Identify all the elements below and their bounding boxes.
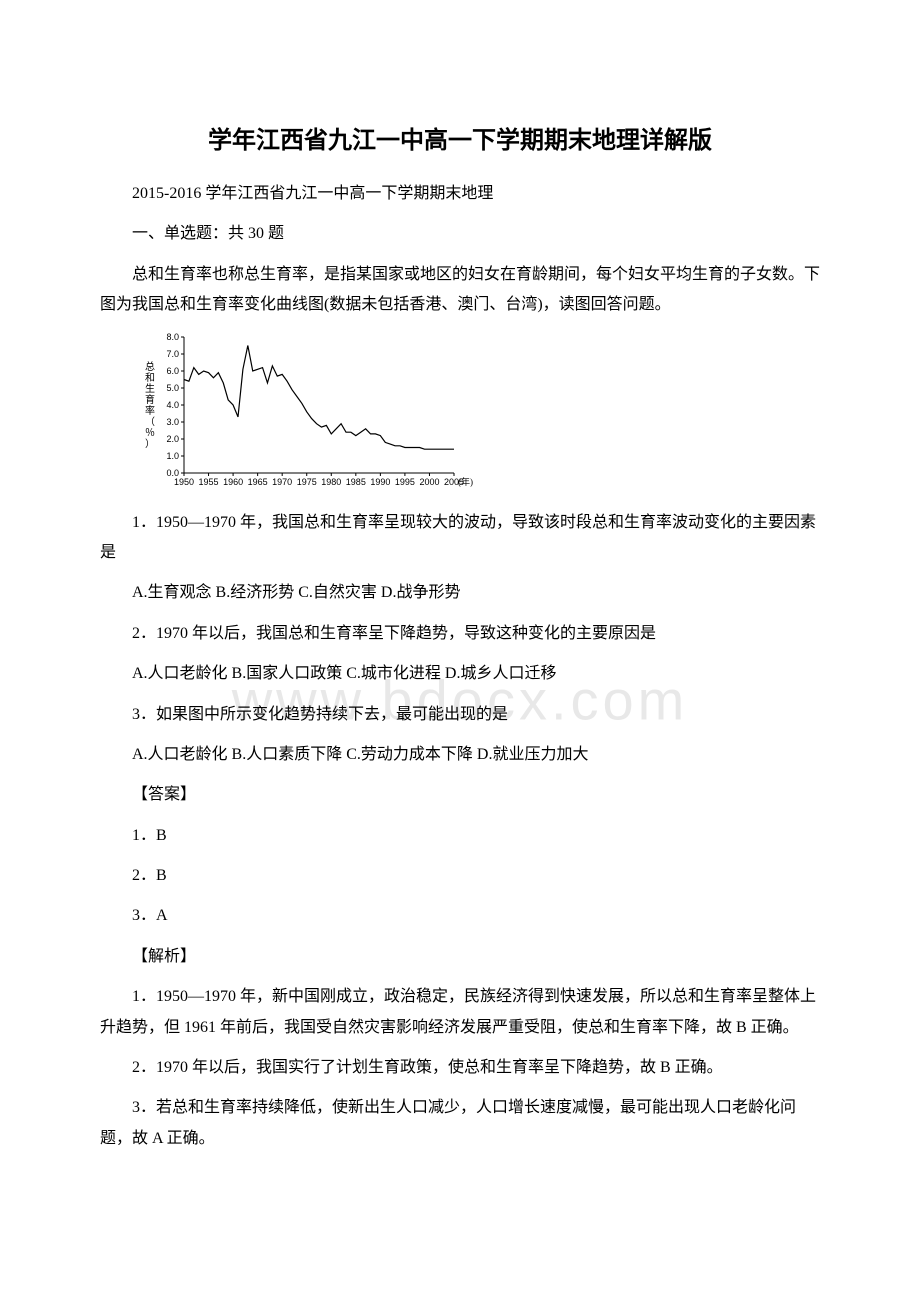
- svg-text:总: 总: [145, 360, 155, 373]
- section-header: 一、单选题：共 30 题: [100, 219, 820, 249]
- question-1-options: A.生育观念 B.经济形势 C.自然灾害 D.战争形势: [100, 578, 820, 608]
- explanation-header: 【解析】: [100, 942, 820, 972]
- question-2-options: A.人口老龄化 B.国家人口政策 C.城市化进程 D.城乡人口迁移: [100, 659, 820, 689]
- document-content: 学年江西省九江一中高一下学期期末地理详解版 2015-2016 学年江西省九江一…: [100, 120, 820, 1154]
- answer-1: 1．B: [100, 821, 820, 851]
- svg-text:1955: 1955: [199, 477, 219, 487]
- svg-text:）: ）: [145, 438, 155, 450]
- svg-text:1980: 1980: [321, 477, 341, 487]
- svg-text:3.0: 3.0: [166, 417, 179, 427]
- svg-text:（: （: [145, 416, 155, 428]
- svg-text:2.0: 2.0: [166, 434, 179, 444]
- answer-2: 2．B: [100, 861, 820, 891]
- answers-header: 【答案】: [100, 780, 820, 810]
- svg-text:育: 育: [145, 393, 155, 406]
- explanation-2: 2．1970 年以后，我国实行了计划生育政策，使总和生育率呈下降趋势，故 B 正…: [100, 1053, 820, 1083]
- svg-text:1985: 1985: [346, 477, 366, 487]
- svg-text:2000: 2000: [419, 477, 439, 487]
- document-title: 学年江西省九江一中高一下学期期末地理详解版: [100, 120, 820, 155]
- svg-text:1975: 1975: [297, 477, 317, 487]
- svg-text:1960: 1960: [223, 477, 243, 487]
- svg-text:生: 生: [145, 382, 155, 395]
- svg-text:(年): (年): [458, 476, 473, 487]
- svg-text:1970: 1970: [272, 477, 292, 487]
- explanation-1: 1．1950—1970 年，新中国刚成立，政治稳定，民族经济得到快速发展，所以总…: [100, 982, 820, 1043]
- svg-text:和: 和: [145, 372, 155, 384]
- svg-text:8.0: 8.0: [166, 332, 179, 342]
- question-1: 1．1950—1970 年，我国总和生育率呈现较大的波动，导致该时段总和生育率波…: [100, 508, 820, 569]
- svg-text:1.0: 1.0: [166, 451, 179, 461]
- svg-text:1995: 1995: [395, 477, 415, 487]
- svg-text:6.0: 6.0: [166, 366, 179, 376]
- answer-3: 3．A: [100, 901, 820, 931]
- svg-text:7.0: 7.0: [166, 349, 179, 359]
- subtitle: 2015-2016 学年江西省九江一中高一下学期期末地理: [100, 179, 820, 209]
- passage-text: 总和生育率也称总生育率，是指某国家或地区的妇女在育龄期间，每个妇女平均生育的子女…: [100, 260, 820, 321]
- svg-text:5.0: 5.0: [166, 383, 179, 393]
- svg-text:4.0: 4.0: [166, 400, 179, 410]
- question-2: 2．1970 年以后，我国总和生育率呈下降趋势，导致这种变化的主要原因是: [100, 619, 820, 649]
- question-3-options: A.人口老龄化 B.人口素质下降 C.劳动力成本下降 D.就业压力加大: [100, 740, 820, 770]
- svg-text:1965: 1965: [248, 477, 268, 487]
- question-3: 3．如果图中所示变化趋势持续下去，最可能出现的是: [100, 700, 820, 730]
- svg-text:率: 率: [145, 404, 155, 417]
- svg-text:％: ％: [145, 428, 155, 439]
- svg-text:1990: 1990: [370, 477, 390, 487]
- svg-text:1950: 1950: [174, 477, 194, 487]
- fertility-chart: 0.01.02.03.04.05.06.07.08.01950195519601…: [140, 331, 820, 496]
- explanation-3: 3．若总和生育率持续降低，使新出生人口减少，人口增长速度减慢，最可能出现人口老龄…: [100, 1093, 820, 1154]
